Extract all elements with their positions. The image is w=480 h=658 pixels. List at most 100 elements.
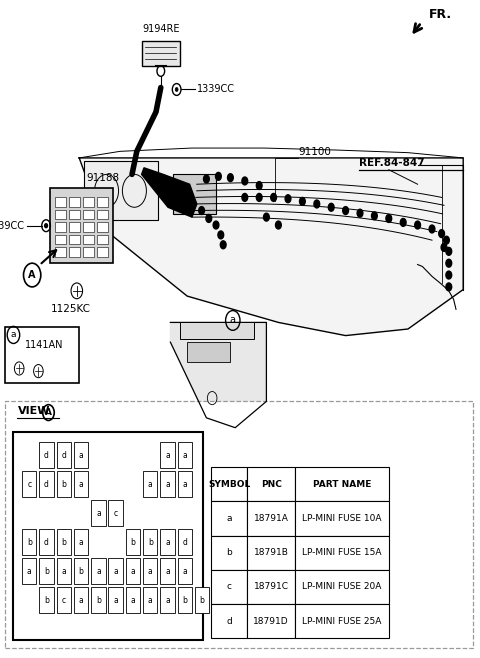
Bar — [178, 442, 192, 468]
Bar — [91, 587, 106, 613]
Bar — [211, 570, 247, 604]
Bar — [97, 210, 108, 219]
Text: a: a — [227, 514, 232, 523]
Text: b: b — [44, 567, 49, 576]
Bar — [69, 222, 80, 232]
Circle shape — [276, 221, 281, 229]
Text: a: a — [113, 595, 118, 605]
Circle shape — [242, 193, 248, 201]
Text: 18791C: 18791C — [254, 582, 288, 592]
Text: c: c — [114, 509, 118, 518]
Text: a: a — [27, 567, 32, 576]
Text: a: a — [148, 595, 153, 605]
Bar — [97, 247, 108, 257]
Bar — [295, 467, 389, 501]
Text: b: b — [44, 595, 49, 605]
Bar — [39, 558, 54, 584]
Bar — [83, 235, 94, 244]
Circle shape — [441, 243, 447, 251]
Text: LP-MINI FUSE 10A: LP-MINI FUSE 10A — [302, 514, 382, 523]
Bar — [295, 604, 389, 638]
Bar — [247, 536, 295, 570]
Text: a: a — [79, 538, 84, 547]
Text: b: b — [182, 595, 187, 605]
Bar — [39, 587, 54, 613]
Bar — [84, 161, 158, 220]
Bar — [74, 558, 88, 584]
Text: a: a — [79, 595, 84, 605]
Circle shape — [206, 215, 212, 222]
Bar — [55, 222, 66, 232]
Bar — [57, 471, 71, 497]
Bar — [143, 587, 157, 613]
Bar — [74, 587, 88, 613]
Circle shape — [45, 224, 48, 228]
Bar — [160, 471, 175, 497]
Text: a: a — [79, 451, 84, 460]
Bar — [178, 529, 192, 555]
Text: c: c — [227, 582, 232, 592]
Text: b: b — [61, 538, 66, 547]
Bar — [295, 536, 389, 570]
Text: b: b — [148, 538, 153, 547]
Bar — [143, 471, 157, 497]
Text: 91100: 91100 — [299, 147, 331, 157]
Circle shape — [400, 218, 406, 226]
Circle shape — [446, 247, 452, 255]
Text: a: a — [79, 480, 84, 489]
Circle shape — [213, 221, 219, 229]
Bar — [69, 210, 80, 219]
Circle shape — [242, 177, 248, 185]
Circle shape — [343, 207, 348, 215]
Text: a: a — [182, 451, 187, 460]
Bar — [97, 235, 108, 244]
Text: d: d — [44, 538, 49, 547]
Bar — [39, 471, 54, 497]
Text: d: d — [61, 451, 66, 460]
Bar — [55, 235, 66, 244]
Bar — [57, 587, 71, 613]
Text: A: A — [28, 270, 36, 280]
Bar — [57, 442, 71, 468]
Circle shape — [256, 182, 262, 190]
Text: a: a — [131, 567, 135, 576]
Bar — [142, 41, 180, 66]
Bar — [69, 235, 80, 244]
Bar — [91, 558, 106, 584]
Bar — [57, 558, 71, 584]
Text: 91188: 91188 — [86, 173, 120, 183]
Text: b: b — [27, 538, 32, 547]
Bar — [143, 529, 157, 555]
Text: a: a — [182, 480, 187, 489]
Circle shape — [271, 193, 276, 201]
Text: 1339CC: 1339CC — [197, 84, 235, 95]
Bar — [39, 442, 54, 468]
Text: a: a — [96, 567, 101, 576]
Bar — [69, 197, 80, 207]
Bar — [39, 529, 54, 555]
Text: a: a — [113, 567, 118, 576]
Text: SYMBOL: SYMBOL — [208, 480, 251, 489]
Text: LP-MINI FUSE 20A: LP-MINI FUSE 20A — [302, 582, 382, 592]
Circle shape — [175, 88, 178, 91]
Circle shape — [446, 271, 452, 279]
Bar — [50, 188, 113, 263]
Bar — [83, 197, 94, 207]
Circle shape — [314, 200, 320, 208]
Text: d: d — [44, 480, 49, 489]
Circle shape — [444, 236, 449, 244]
Bar — [247, 570, 295, 604]
Circle shape — [256, 193, 262, 201]
Text: LP-MINI FUSE 15A: LP-MINI FUSE 15A — [302, 548, 382, 557]
Text: PNC: PNC — [261, 480, 282, 489]
Text: PART NAME: PART NAME — [313, 480, 371, 489]
Text: a: a — [131, 595, 135, 605]
Text: a: a — [165, 480, 170, 489]
Bar — [126, 587, 140, 613]
Bar — [160, 558, 175, 584]
Text: d: d — [44, 451, 49, 460]
Text: 18791B: 18791B — [254, 548, 288, 557]
Text: 9194RE: 9194RE — [142, 24, 180, 34]
Bar — [74, 442, 88, 468]
Circle shape — [372, 212, 377, 220]
